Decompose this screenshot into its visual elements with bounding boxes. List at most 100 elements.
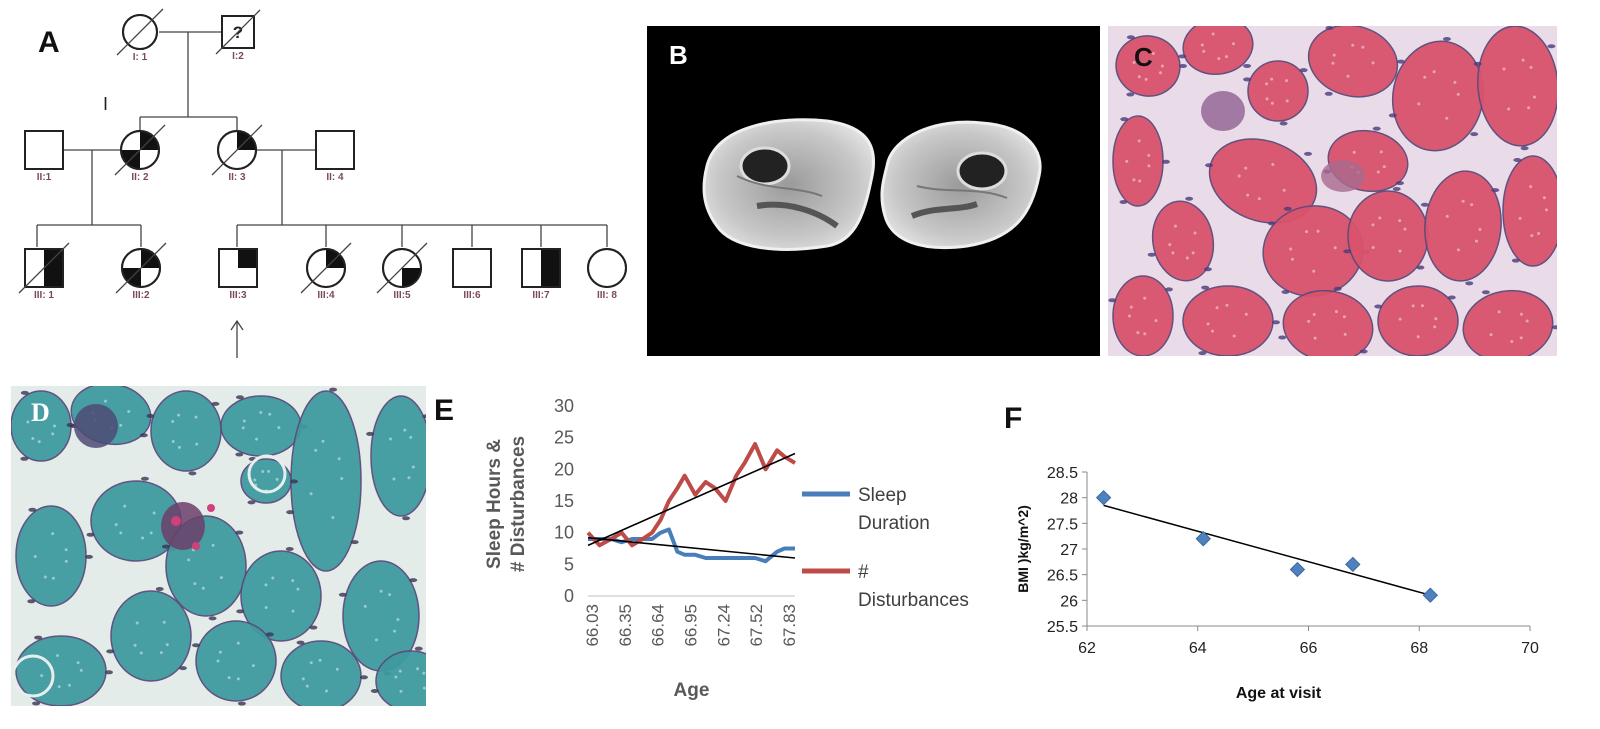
panel-b-mri: B (647, 26, 1100, 356)
muscle-fiber (236, 546, 322, 642)
muscle-fiber (1112, 115, 1170, 207)
pedigree-individual-iii-1: III: 1 (18, 242, 70, 301)
bmi-chart: 62 64 66 68 70 25.5 26 26.5 27 27.5 28 28.5 Age at v… (1015, 465, 1539, 702)
panel-letter-e: E (434, 394, 455, 427)
panel-letter-f: F (1004, 402, 1023, 435)
pedigree-individual-i-1: I: 1 (116, 8, 164, 63)
data-point (1095, 489, 1112, 506)
pedigree-individual-ii-1: II:1 (24, 130, 64, 183)
ring-fiber (247, 454, 287, 494)
red-inclusion (192, 542, 200, 550)
he-histology-image (1108, 26, 1557, 356)
pedigree-label: III:5 (393, 290, 411, 301)
muscle-fiber (1462, 289, 1557, 356)
sleep-chart: 0 5 10 15 20 25 30 66.03 66.35 66.64 66.95 67.24 67.… (484, 396, 969, 701)
muscle-fiber (15, 505, 93, 607)
y-tick-label: 25 (554, 428, 574, 448)
y-axis-label: BMI )kg/m^2) (1015, 505, 1031, 593)
pedigree-label: III:3 (229, 290, 247, 301)
pedigree-chart: I I: 1 ?I:2 II:1 II: 2 II: 3 II: 4 III: 1 III:2… (18, 8, 627, 358)
pedigree-individual-i-2: ?I:2 (215, 9, 261, 62)
pedigree-label: II: 3 (228, 172, 246, 183)
muscle-fiber (1502, 155, 1557, 267)
trendline (587, 536, 796, 559)
legend-entry: # Disturbances (802, 562, 969, 611)
pedigree-individual-iii-6: III:6 (452, 248, 492, 301)
muscle-fiber (1108, 275, 1174, 356)
pedigree-individual-ii-3: II: 3 (211, 124, 263, 183)
data-point (1422, 587, 1439, 603)
muscle-fiber (1473, 26, 1557, 151)
muscle-fiber (1374, 285, 1459, 356)
data-point (1289, 561, 1306, 578)
x-tick-label: 66.03 (583, 604, 602, 647)
muscle-fiber (1115, 35, 1187, 97)
panel-letter-c: C (1134, 42, 1153, 72)
x-tick-label: 67.83 (780, 604, 799, 647)
mri-image (702, 118, 1042, 251)
fiber-cluster (161, 502, 205, 550)
x-tick-label: 68 (1410, 640, 1428, 657)
y-tick-label: 5 (564, 554, 574, 574)
y-tick-label: 20 (554, 459, 574, 479)
pedigree-label: II: 4 (326, 172, 344, 183)
trendline (1103, 504, 1431, 596)
muscle-fiber (370, 646, 426, 706)
muscle-fiber (280, 640, 368, 706)
panel-c-he-stain: C (1108, 26, 1557, 356)
pedigree-individual-ii-4: II: 4 (315, 130, 355, 183)
pedigree-individual-iii-5: III:5 (376, 242, 428, 301)
fiber-cluster (74, 404, 118, 448)
panel-letter-d: D (31, 398, 50, 427)
x-tick-label: 64 (1189, 640, 1207, 657)
panel-f-bmi-chart: F 62 64 66 68 70 25.5 26 26.5 27 27.5 28 28.5 Age at… (1000, 386, 1600, 716)
y-tick-label: 10 (554, 523, 574, 543)
pedigree-label: III: 8 (597, 290, 617, 301)
svg-text:Disturbances: Disturbances (858, 590, 969, 611)
x-tick-label: 66 (1300, 640, 1318, 657)
x-tick-label: 70 (1521, 640, 1539, 657)
inflammatory-cluster (1201, 91, 1245, 131)
panel-e-sleep-chart: E 0 5 10 15 20 25 30 66.03 66.35 66.64 66.95 67.24 6… (430, 386, 1010, 716)
trichrome-histology-image (11, 386, 426, 706)
ring-fiber (11, 654, 55, 698)
pedigree-label: III:6 (463, 290, 481, 301)
y-tick-label: 28.5 (1047, 465, 1078, 482)
panel-letter-b: B (669, 40, 688, 70)
data-point (1345, 556, 1361, 573)
muscle-fiber (1420, 170, 1502, 286)
generation-marker: I (103, 94, 108, 114)
y-tick-label: 26 (1060, 593, 1078, 610)
y-tick-label: 15 (554, 491, 574, 511)
pedigree-lines (36, 31, 608, 247)
red-inclusion (171, 516, 181, 526)
pedigree-label: III:7 (532, 290, 550, 301)
y-tick-label: 27.5 (1047, 516, 1078, 533)
series-line-disturbances (586, 442, 797, 548)
muscle-fiber (191, 620, 277, 706)
legend-entry: Sleep Duration (802, 485, 930, 534)
x-tick-label: 67.24 (714, 604, 733, 647)
muscle-fiber (106, 586, 192, 682)
panel-a: A I I: 1 ?I:2 II:1 II: 2 II: 3 II: 4 III: 1 III… (0, 0, 640, 370)
pedigree-individual-ii-2: II: 2 (114, 124, 166, 183)
x-tick-label: 66.95 (682, 604, 701, 647)
x-axis-label: Age at visit (1236, 685, 1322, 702)
svg-text:# Disturbances: # Disturbances (508, 436, 529, 572)
pedigree-label: I:2 (232, 51, 244, 62)
x-tick-label: 66.35 (616, 604, 635, 647)
pedigree-label: I: 1 (133, 52, 148, 63)
right-thigh-section (880, 120, 1042, 250)
proband-arrow (230, 319, 244, 358)
x-tick-label: 67.52 (747, 604, 766, 647)
muscle-fiber (146, 390, 222, 476)
x-tick-label: 66.64 (649, 604, 668, 647)
red-inclusion (207, 504, 215, 512)
muscle-fiber (366, 395, 426, 521)
x-tick-label: 62 (1078, 640, 1096, 657)
panel-letter-a: A (38, 26, 60, 59)
muscle-fiber (1182, 285, 1280, 356)
pedigree-label: III: 1 (34, 290, 54, 301)
muscle-fiber (1178, 26, 1254, 75)
muscle-fiber (1147, 196, 1215, 282)
